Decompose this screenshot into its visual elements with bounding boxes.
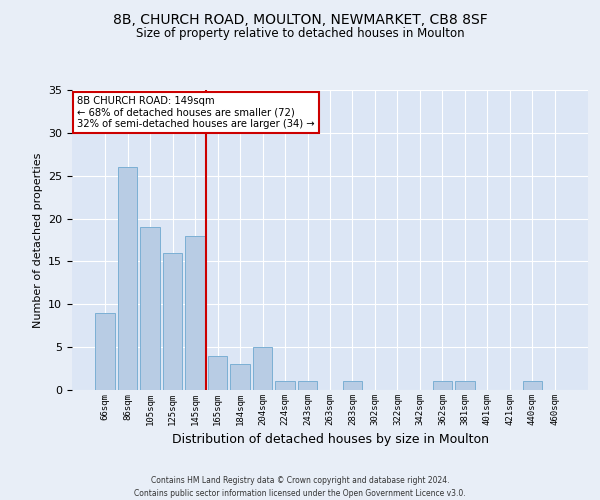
Bar: [140, 227, 160, 390]
Text: Contains HM Land Registry data © Crown copyright and database right 2024.
Contai: Contains HM Land Registry data © Crown c…: [134, 476, 466, 498]
Bar: [343, 382, 362, 390]
Bar: [163, 253, 182, 390]
Bar: [230, 364, 250, 390]
Bar: [298, 382, 317, 390]
Bar: [523, 382, 542, 390]
Bar: [118, 167, 137, 390]
Bar: [208, 356, 227, 390]
Text: 8B CHURCH ROAD: 149sqm
← 68% of detached houses are smaller (72)
32% of semi-det: 8B CHURCH ROAD: 149sqm ← 68% of detached…: [77, 96, 315, 129]
Text: 8B, CHURCH ROAD, MOULTON, NEWMARKET, CB8 8SF: 8B, CHURCH ROAD, MOULTON, NEWMARKET, CB8…: [113, 12, 487, 26]
Bar: [185, 236, 205, 390]
Bar: [455, 382, 475, 390]
Bar: [95, 313, 115, 390]
Bar: [275, 382, 295, 390]
Text: Size of property relative to detached houses in Moulton: Size of property relative to detached ho…: [136, 28, 464, 40]
Bar: [433, 382, 452, 390]
Y-axis label: Number of detached properties: Number of detached properties: [32, 152, 43, 328]
Bar: [253, 347, 272, 390]
X-axis label: Distribution of detached houses by size in Moulton: Distribution of detached houses by size …: [172, 434, 488, 446]
